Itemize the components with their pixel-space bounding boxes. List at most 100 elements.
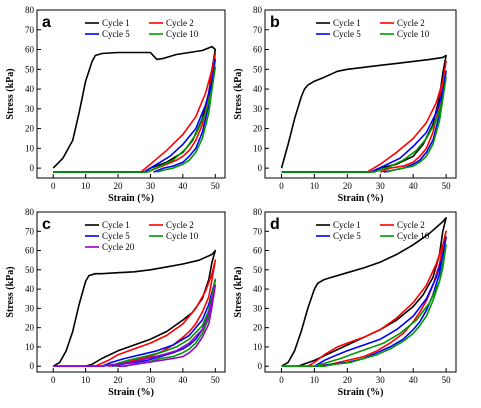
series-line-cycle-5 <box>281 70 447 173</box>
x-tick-label: 50 <box>442 181 452 191</box>
panel-letter: a <box>42 14 51 31</box>
legend-label: Cycle 2 <box>166 220 194 230</box>
legend-label: Cycle 5 <box>333 29 361 39</box>
x-tick-label: 50 <box>442 375 452 385</box>
plot-frame <box>264 211 457 373</box>
series-line-cycle-1 <box>52 249 217 368</box>
y-tick-label: 10 <box>25 342 35 352</box>
plot-frame <box>36 211 226 373</box>
y-tick-label: 20 <box>253 124 263 134</box>
series-line-cycle-10 <box>53 66 217 173</box>
y-tick-label: 80 <box>253 5 263 15</box>
x-tick-label: 10 <box>310 375 320 385</box>
y-tick-label: 80 <box>253 207 263 217</box>
y-tick-label: 40 <box>253 84 263 94</box>
y-tick-label: 50 <box>25 265 35 275</box>
x-tick-label: 40 <box>409 375 419 385</box>
x-tick-label: 30 <box>376 375 386 385</box>
y-tick-label: 40 <box>25 284 35 294</box>
series-line-cycle-2 <box>53 52 217 173</box>
x-tick-label: 40 <box>409 181 419 191</box>
legend-label: Cycle 5 <box>102 231 130 241</box>
legend-label: Cycle 20 <box>102 242 135 252</box>
series-line-cycle-2 <box>53 259 217 368</box>
legend-label: Cycle 10 <box>397 231 430 241</box>
y-axis-title: Stress (kPa) <box>233 266 244 317</box>
series-line-cycle-5 <box>53 278 217 368</box>
series-line-cycle-1 <box>280 54 447 173</box>
x-tick-label: 20 <box>343 375 353 385</box>
y-tick-label: 20 <box>25 323 35 333</box>
series-line-cycle-2 <box>281 60 447 173</box>
y-axis-title: Stress (kPa) <box>5 68 16 119</box>
x-axis-title: Strain (%) <box>108 387 154 398</box>
x-tick-label: 0 <box>51 181 56 191</box>
legend-label: Cycle 1 <box>333 220 361 230</box>
panel-b: 0 10 20 30 40 50 0 10 20 30 40 50 60 70 80 Strain (%) St… <box>233 5 457 204</box>
y-tick-label: 70 <box>253 25 263 35</box>
panel-d: 0 10 20 30 40 50 0 10 20 30 40 50 60 70 80 Strain (%) St… <box>233 207 457 398</box>
series-line-cycle-1 <box>52 45 217 173</box>
x-tick-label: 10 <box>81 375 91 385</box>
x-tick-label: 0 <box>279 375 284 385</box>
panel-letter: b <box>270 14 280 31</box>
y-tick-label: 0 <box>30 361 35 371</box>
plot-frame <box>264 9 457 179</box>
y-axis-title: Stress (kPa) <box>5 266 16 317</box>
x-tick-label: 10 <box>81 181 91 191</box>
legend-label: Cycle 10 <box>166 231 199 241</box>
x-tick-label: 20 <box>114 375 124 385</box>
legend-label: Cycle 5 <box>102 29 130 39</box>
panel-a: 0 10 20 30 40 50 0 10 20 30 40 50 60 70 80 Strain (%) St… <box>5 5 226 204</box>
y-tick-label: 60 <box>253 246 263 256</box>
y-tick-label: 10 <box>253 342 263 352</box>
x-tick-label: 20 <box>343 181 353 191</box>
legend-label: Cycle 10 <box>166 29 199 39</box>
series-line-cycle-2 <box>281 230 447 368</box>
legend-label: Cycle 10 <box>397 29 430 39</box>
series-line-cycle-10 <box>281 76 447 173</box>
series-line-cycle-5 <box>281 236 447 368</box>
y-tick-label: 30 <box>253 104 263 114</box>
legend-label: Cycle 5 <box>333 231 361 241</box>
y-tick-label: 80 <box>25 207 35 217</box>
x-tick-label: 50 <box>211 181 221 191</box>
plot-frame <box>36 9 226 179</box>
y-tick-label: 70 <box>25 226 35 236</box>
x-tick-label: 0 <box>51 375 56 385</box>
x-axis-title: Strain (%) <box>338 193 384 204</box>
panel-letter: c <box>42 216 51 233</box>
y-tick-label: 0 <box>258 163 263 173</box>
y-tick-label: 20 <box>25 124 35 134</box>
series-line-cycle-5 <box>53 58 217 173</box>
y-tick-label: 0 <box>30 163 35 173</box>
y-tick-label: 40 <box>253 284 263 294</box>
legend-label: Cycle 2 <box>397 18 425 28</box>
y-tick-label: 30 <box>25 303 35 313</box>
legend-label: Cycle 1 <box>102 220 130 230</box>
x-tick-label: 40 <box>178 375 188 385</box>
legend-label: Cycle 2 <box>397 220 425 230</box>
x-tick-label: 30 <box>146 375 156 385</box>
legend-label: Cycle 2 <box>166 18 194 28</box>
y-tick-label: 50 <box>25 64 35 74</box>
y-tick-label: 40 <box>25 84 35 94</box>
legend-label: Cycle 1 <box>102 18 130 28</box>
y-tick-label: 10 <box>253 143 263 153</box>
y-tick-label: 50 <box>253 64 263 74</box>
y-tick-label: 0 <box>258 361 263 371</box>
series-line-cycle-10 <box>53 278 217 368</box>
y-tick-label: 60 <box>25 246 35 256</box>
panel-c: 0 10 20 30 40 50 0 10 20 30 40 50 60 70 80 Strain (%) St… <box>5 207 226 398</box>
legend-label: Cycle 1 <box>333 18 361 28</box>
x-tick-label: 10 <box>310 181 320 191</box>
x-tick-label: 50 <box>211 375 221 385</box>
series-line-cycle-10 <box>281 244 447 368</box>
y-tick-label: 30 <box>253 303 263 313</box>
y-tick-label: 20 <box>253 323 263 333</box>
y-tick-label: 30 <box>25 104 35 114</box>
y-tick-label: 70 <box>253 226 263 236</box>
x-tick-label: 0 <box>279 181 284 191</box>
y-tick-label: 70 <box>25 25 35 35</box>
